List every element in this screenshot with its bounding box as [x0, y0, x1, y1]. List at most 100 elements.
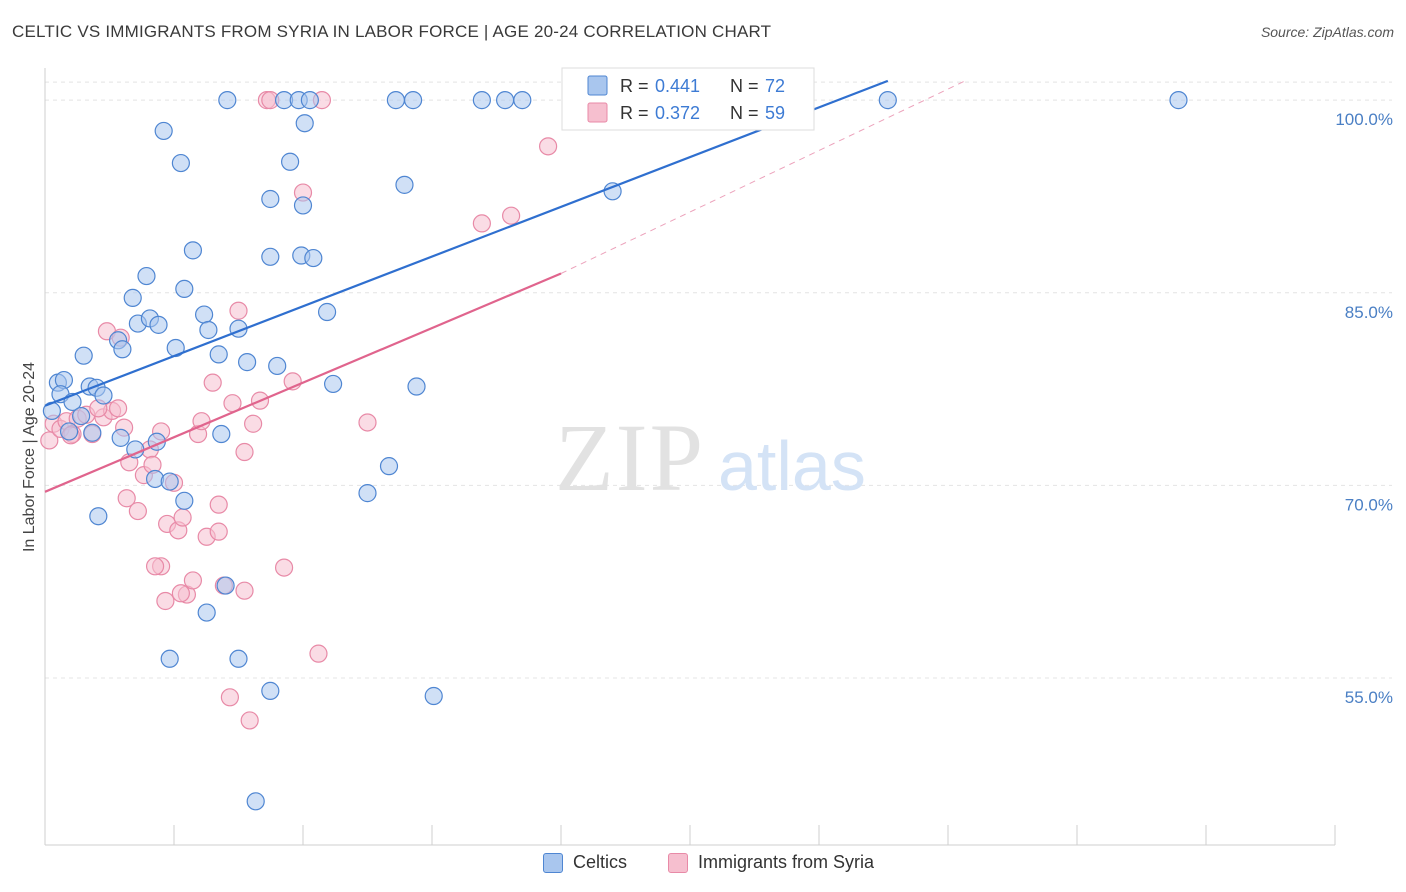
celtic-point [160, 649, 179, 668]
legend-n-value-syria: 59 [765, 103, 785, 123]
celtic-point [137, 266, 156, 286]
legend-swatch-syria [587, 102, 608, 123]
legend-r-value-syria: 0.372 [655, 103, 700, 123]
y-tick-label: 70.0% [1345, 495, 1393, 514]
celtic-point [261, 681, 280, 700]
celtic-point [74, 346, 93, 365]
syria-point [203, 373, 222, 392]
celtic-point [407, 377, 426, 396]
celtic-point [281, 152, 300, 171]
celtic-point [89, 507, 108, 526]
celtic-point [171, 153, 190, 173]
celtic-point [183, 241, 203, 260]
celtic-point [160, 472, 179, 491]
celtic-point [300, 91, 319, 110]
celtic-point [403, 91, 423, 110]
bottom-legend-syria[interactable]: Immigrants from Syria [668, 852, 874, 873]
legend-r-label-celtics: R = [620, 76, 654, 96]
celtic-point [324, 374, 343, 394]
celtic-point [295, 114, 314, 133]
syria-point [108, 399, 128, 418]
celtic-point [229, 649, 248, 668]
syria-swatch [668, 852, 688, 873]
celtic-point [424, 686, 443, 706]
celtic-point [195, 305, 214, 324]
bottom-legend-celtics[interactable]: Celtics [543, 852, 627, 873]
celtic-point [1169, 91, 1188, 110]
syria-point [274, 558, 294, 577]
legend-n-label-celtics: N = [730, 76, 764, 96]
celtic-point [218, 91, 237, 110]
celtic-point [111, 428, 130, 447]
syria-point [40, 431, 59, 450]
celtic-point [238, 353, 257, 372]
y-tick-label: 55.0% [1345, 688, 1393, 707]
chart-source: Source: ZipAtlas.com [1260, 24, 1394, 40]
syria-point [220, 688, 239, 707]
celtic-point [154, 121, 173, 141]
syria-point [240, 711, 259, 730]
celtic-point [304, 248, 323, 268]
celtic-point [216, 576, 235, 595]
celtics-swatch [543, 852, 563, 873]
celtic-point [212, 424, 231, 444]
syria-point [229, 301, 248, 320]
syria-trend-extension [560, 80, 966, 274]
celtic-point [395, 175, 414, 194]
celtic-point [358, 484, 377, 503]
celtic-point [878, 91, 897, 110]
syria-point [235, 442, 254, 462]
celtic-point [268, 356, 287, 376]
celtic-point [83, 423, 102, 442]
syria-point [244, 414, 263, 433]
celtic-point [261, 189, 280, 209]
y-axis-label: In Labor Force | Age 20-24 [21, 362, 38, 552]
x-ticks [44, 825, 1336, 845]
celtic-point [197, 603, 216, 622]
watermark-zip: ZIP [555, 404, 705, 511]
scatter-chart: ZIP atlas 55.0%70.0%85.0%100.0% 0.0%15.0… [21, 67, 1393, 846]
syria-trend-line [44, 272, 562, 493]
celtic-trend-line [44, 79, 889, 407]
celtic-point [472, 91, 491, 110]
celtic-point [496, 91, 515, 110]
watermark: ZIP atlas [555, 404, 866, 511]
syria-point [472, 214, 491, 233]
syria-point [171, 584, 190, 603]
bottom-legend: Celtics Immigrants from Syria [0, 852, 1406, 876]
syria-point [145, 557, 165, 576]
syria-point [209, 495, 228, 514]
celtic-point [123, 288, 142, 307]
syria-point [538, 137, 558, 156]
syria-point [128, 501, 147, 521]
watermark-atlas: atlas [718, 427, 866, 505]
celtic-point [59, 422, 79, 441]
celtic-point [149, 315, 168, 334]
celtic-point [199, 320, 218, 340]
celtic-points [42, 91, 1188, 811]
celtic-point [72, 406, 91, 426]
celtic-point [246, 792, 265, 811]
legend-r-value-celtics: 0.441 [655, 76, 700, 96]
syria-point [309, 644, 328, 663]
y-tick-label: 85.0% [1345, 303, 1393, 322]
syria-point [502, 206, 521, 225]
trend-lines [44, 79, 966, 493]
y-tick-labels: 55.0% 70.0% 85.0% 100.0% [1335, 110, 1393, 707]
y-tick-label: 100.0% [1335, 110, 1393, 129]
bottom-legend-syria-label: Immigrants from Syria [698, 852, 875, 872]
syria-point [117, 489, 136, 508]
celtic-point [293, 196, 313, 215]
syria-point [209, 522, 228, 541]
celtic-point [317, 302, 337, 322]
syria-point [358, 413, 377, 432]
celtic-point [386, 91, 405, 110]
celtic-point [261, 247, 280, 266]
chart-title: CELTIC VS IMMIGRANTS FROM SYRIA IN LABOR… [12, 22, 772, 41]
celtic-point [209, 345, 228, 364]
bottom-legend-celtics-label: Celtics [573, 852, 628, 872]
syria-point [183, 571, 203, 590]
celtic-point [94, 386, 113, 405]
syria-points [40, 91, 558, 730]
syria-point [235, 581, 254, 600]
